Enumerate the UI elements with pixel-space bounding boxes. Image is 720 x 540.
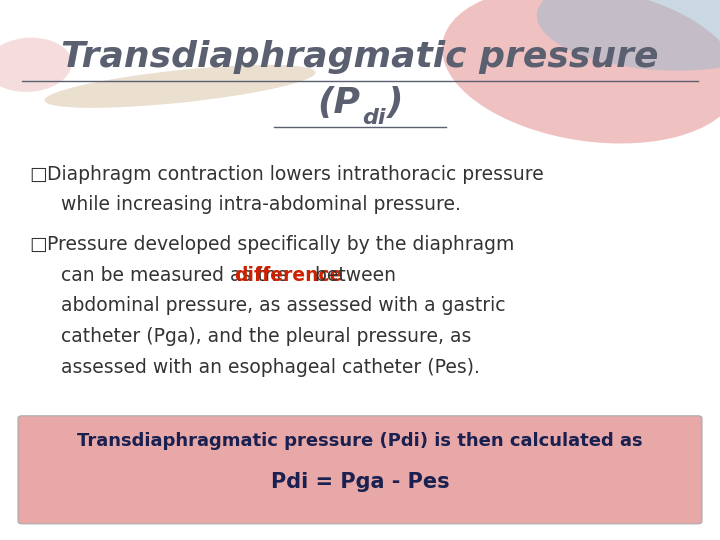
Text: □: □ [29, 165, 47, 184]
Text: ): ) [387, 86, 404, 119]
Text: Pdi = Pga - Pes: Pdi = Pga - Pes [271, 472, 449, 492]
Text: (P: (P [317, 86, 360, 119]
Ellipse shape [45, 65, 315, 108]
Text: di: di [362, 107, 386, 128]
Text: Transdiaphragmatic pressure (Pdi) is then calculated as: Transdiaphragmatic pressure (Pdi) is the… [77, 432, 643, 450]
Text: Transdiaphragmatic pressure: Transdiaphragmatic pressure [61, 40, 659, 73]
Ellipse shape [0, 38, 72, 92]
Text: assessed with an esophageal catheter (Pes).: assessed with an esophageal catheter (Pe… [61, 358, 480, 377]
Text: Diaphragm contraction lowers intrathoracic pressure: Diaphragm contraction lowers intrathorac… [47, 165, 544, 184]
Ellipse shape [536, 0, 720, 71]
Text: between: between [309, 266, 396, 285]
Text: □: □ [29, 235, 47, 254]
FancyBboxPatch shape [18, 416, 702, 524]
Ellipse shape [442, 0, 720, 144]
Text: while increasing intra-abdominal pressure.: while increasing intra-abdominal pressur… [61, 195, 461, 214]
Text: Pressure developed specifically by the diaphragm: Pressure developed specifically by the d… [47, 235, 514, 254]
Text: abdominal pressure, as assessed with a gastric: abdominal pressure, as assessed with a g… [61, 296, 505, 315]
Text: difference: difference [234, 266, 342, 285]
Text: catheter (Pga), and the pleural pressure, as: catheter (Pga), and the pleural pressure… [61, 327, 472, 346]
Text: can be measured as the: can be measured as the [61, 266, 294, 285]
